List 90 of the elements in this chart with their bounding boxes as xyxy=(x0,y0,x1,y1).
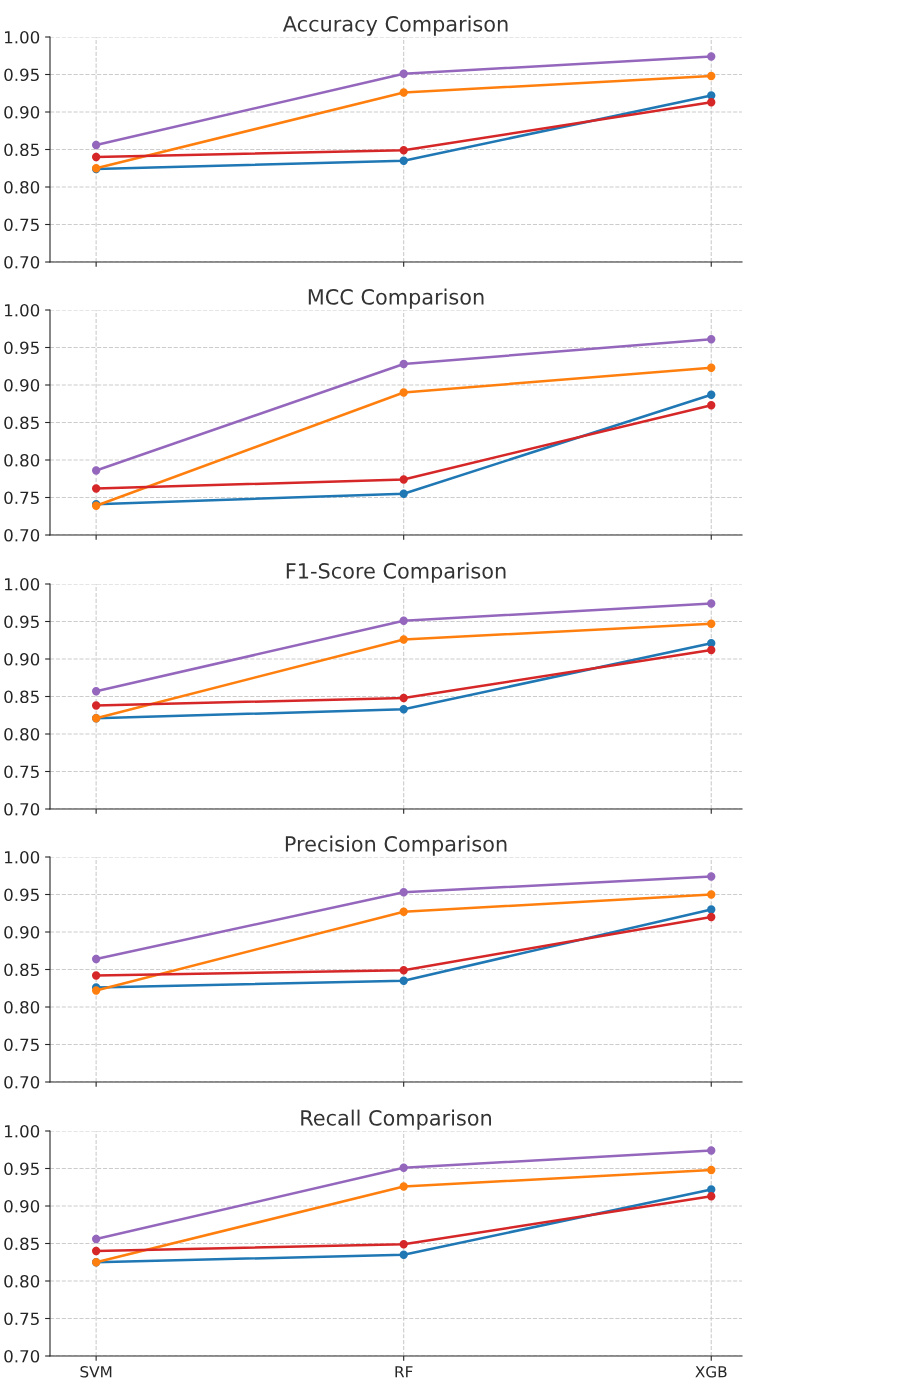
point xyxy=(399,69,408,78)
point xyxy=(399,616,408,625)
point xyxy=(707,905,716,914)
y-tick-label: 0.75 xyxy=(4,218,39,232)
y-tick-label: 0.90 xyxy=(4,105,40,119)
point xyxy=(399,976,408,985)
point xyxy=(399,1163,408,1172)
y-tick-label: 0.95 xyxy=(4,615,39,629)
point xyxy=(399,156,408,165)
point xyxy=(399,693,408,703)
point xyxy=(399,888,408,897)
y-tick-label: 0.70 xyxy=(4,255,40,269)
point xyxy=(707,890,716,899)
chart-title: Precision Comparison xyxy=(285,835,507,856)
y-tick-label: 0.95 xyxy=(4,68,39,82)
y-tick-label: 1.00 xyxy=(5,30,40,44)
point xyxy=(707,599,716,608)
y-tick-label: 0.80 xyxy=(4,727,40,741)
point xyxy=(707,71,716,81)
point xyxy=(399,146,408,155)
point xyxy=(707,363,716,372)
y-tick-label: 0.70 xyxy=(4,528,40,542)
y-tick-label: 0.90 xyxy=(4,652,40,666)
y-tick-label: 0.85 xyxy=(4,690,39,704)
y-tick-label: 0.70 xyxy=(4,1075,40,1089)
x-tick-label: RF xyxy=(395,1366,413,1378)
point xyxy=(91,971,101,980)
point xyxy=(91,484,101,493)
chart-title: Recall Comparison xyxy=(301,1109,491,1130)
y-tick-label: 0.95 xyxy=(4,888,39,902)
y-tick-label: 0.80 xyxy=(4,1000,40,1014)
point xyxy=(707,912,716,922)
point xyxy=(399,705,408,714)
y-tick-label: 0.95 xyxy=(4,341,39,355)
y-tick-label: 0.90 xyxy=(4,1199,40,1213)
point xyxy=(91,687,101,696)
y-tick-label: 0.80 xyxy=(4,1274,40,1288)
point xyxy=(707,872,716,881)
x-tick-label: SVM xyxy=(80,1365,112,1378)
point xyxy=(399,489,408,498)
point xyxy=(399,475,408,484)
y-tick-label: 0.85 xyxy=(4,963,39,977)
y-tick-label: 1.00 xyxy=(5,1124,40,1138)
y-tick-label: 0.85 xyxy=(4,143,39,157)
point xyxy=(91,140,101,150)
point xyxy=(707,401,716,410)
y-tick-label: 1.00 xyxy=(5,850,40,864)
y-tick-label: 0.90 xyxy=(4,378,40,392)
y-tick-label: 0.90 xyxy=(4,925,40,939)
point xyxy=(91,466,101,475)
point xyxy=(399,1182,408,1191)
point xyxy=(399,635,408,644)
x-tick-label: XGB xyxy=(695,1365,727,1378)
y-tick-label: 0.85 xyxy=(4,1237,39,1251)
point xyxy=(91,1234,101,1244)
point xyxy=(707,645,716,655)
point xyxy=(399,907,408,916)
chart-title: F1-Score Comparison xyxy=(286,562,506,583)
point xyxy=(707,98,716,107)
y-tick-label: 0.75 xyxy=(4,765,39,779)
y-tick-label: 0.75 xyxy=(4,1312,39,1326)
point xyxy=(399,388,408,397)
y-tick-label: 0.75 xyxy=(4,491,39,505)
point xyxy=(399,88,408,97)
point xyxy=(91,954,101,964)
y-tick-label: 0.75 xyxy=(4,1038,39,1052)
y-tick-label: 0.80 xyxy=(4,453,40,467)
point xyxy=(707,1165,716,1175)
point xyxy=(91,1246,101,1256)
y-tick-label: 0.70 xyxy=(4,802,40,816)
point xyxy=(399,966,408,975)
y-tick-label: 0.85 xyxy=(4,416,39,430)
point xyxy=(707,52,716,61)
point xyxy=(707,1146,716,1155)
point xyxy=(707,335,716,344)
point xyxy=(707,619,716,628)
chart-title: Accuracy Comparison xyxy=(282,15,508,36)
y-tick-label: 1.00 xyxy=(5,303,40,317)
chart-title: MCC Comparison xyxy=(308,288,484,309)
y-tick-label: 0.80 xyxy=(4,180,40,194)
point xyxy=(91,152,101,162)
point xyxy=(399,359,408,369)
y-tick-label: 0.95 xyxy=(4,1162,39,1176)
y-tick-label: 0.70 xyxy=(4,1349,40,1363)
point xyxy=(399,1240,408,1249)
point xyxy=(707,390,716,399)
point xyxy=(399,1250,408,1259)
point xyxy=(91,701,101,710)
y-tick-label: 1.00 xyxy=(5,577,40,591)
point xyxy=(707,1192,716,1201)
